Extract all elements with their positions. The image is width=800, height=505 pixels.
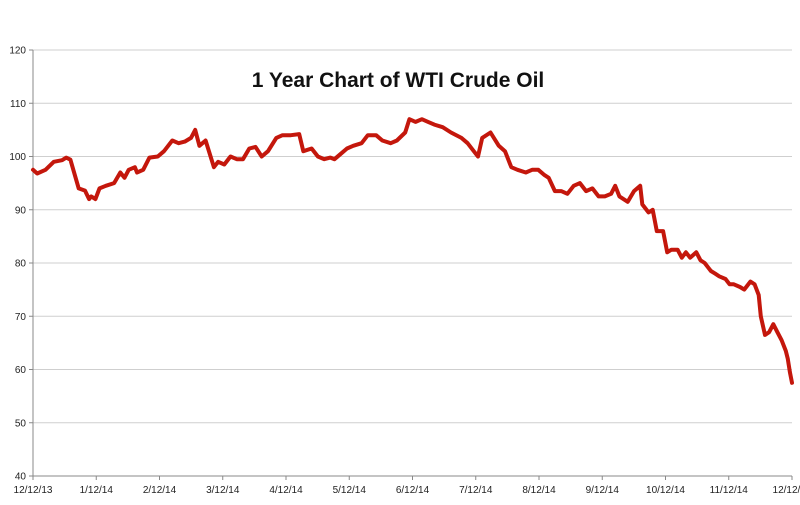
x-tick-label: 12/12/14 (773, 485, 800, 496)
tick-labels: 40 50 60 70 80 90 100 110 120 12/12/13 1/12/14 2/12… (9, 46, 800, 497)
x-tick-label: 11/12/14 (710, 485, 749, 496)
x-tick-label: 4/12/14 (269, 485, 303, 496)
series-layer (31, 117, 794, 385)
y-tick-label: 120 (9, 46, 26, 57)
y-tick-label: 60 (15, 365, 27, 376)
grid (33, 49, 792, 424)
y-tick-label: 80 (15, 259, 27, 270)
y-tick-label: 40 (15, 472, 27, 483)
x-tick-label: 3/12/14 (206, 485, 240, 496)
y-tick-label: 90 (15, 205, 27, 216)
x-tick-label: 7/12/14 (459, 485, 493, 496)
y-tick-label: 100 (9, 152, 26, 163)
x-tick-label: 12/12/13 (14, 485, 53, 496)
x-tick-label: 5/12/14 (333, 485, 367, 496)
x-tick-label: 9/12/14 (586, 485, 620, 496)
x-tick-label: 10/12/14 (646, 485, 685, 496)
axes (29, 49, 793, 480)
x-tick-label: 8/12/14 (522, 485, 556, 496)
y-tick-label: 70 (15, 312, 27, 323)
chart-title: 1 Year Chart of WTI Crude Oil (252, 69, 545, 92)
y-tick-label: 110 (10, 99, 26, 110)
x-tick-label: 2/12/14 (143, 485, 177, 496)
x-tick-label: 1/12/14 (80, 485, 114, 496)
y-tick-label: 50 (15, 418, 27, 429)
series-line (31, 117, 794, 385)
x-tick-label: 6/12/14 (396, 485, 430, 496)
